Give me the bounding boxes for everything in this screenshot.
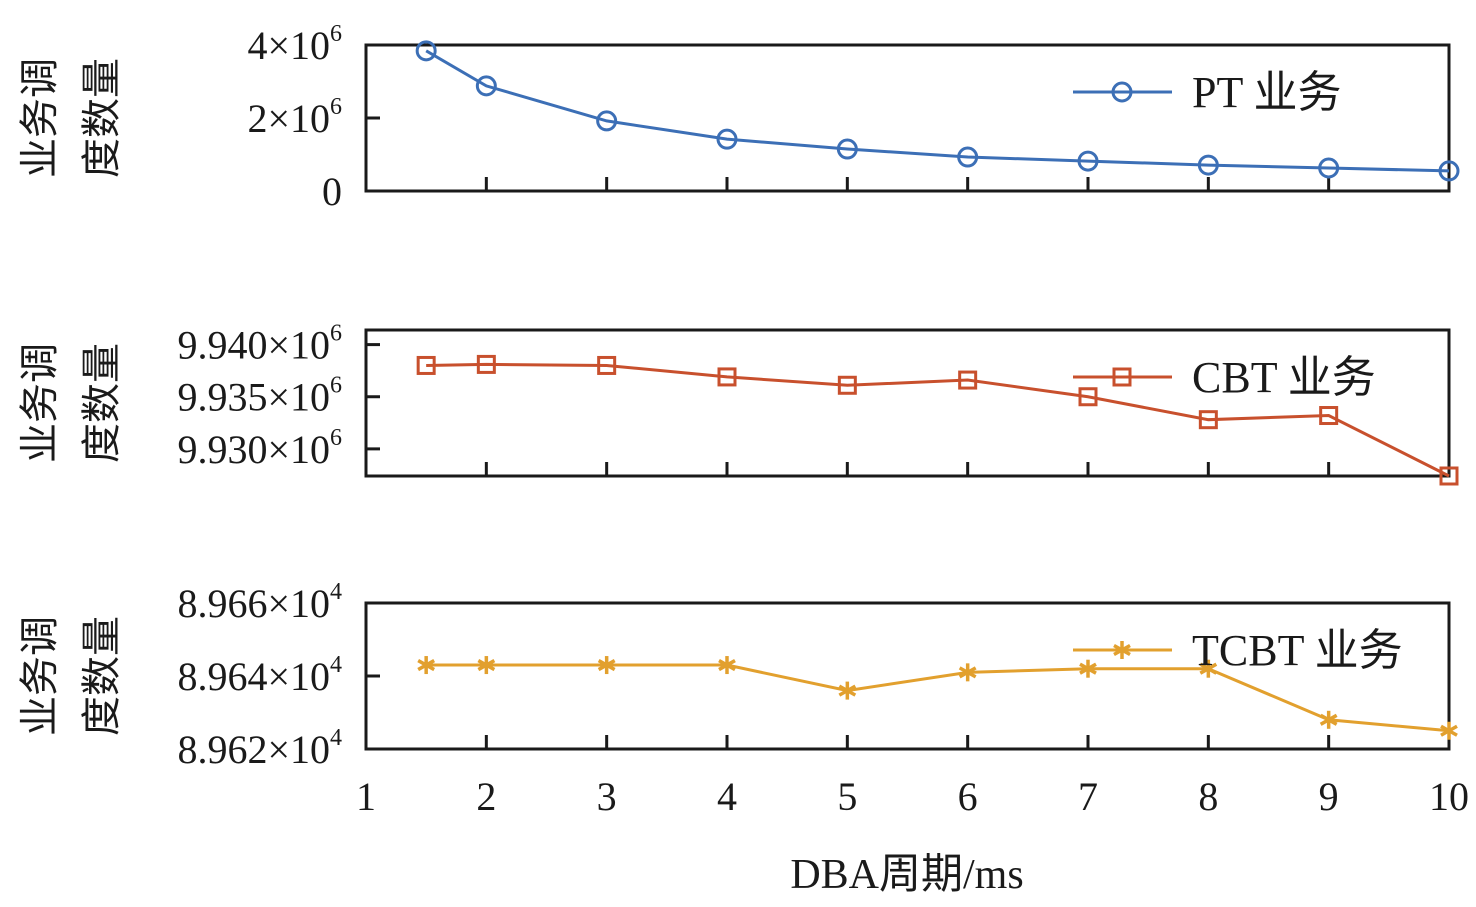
data-point-circle [1197,154,1219,176]
legend: CBT 业务 [1073,353,1376,402]
y-tick-label: 8.964×104 [177,652,342,699]
y-axis-label: 业务调 [17,58,63,178]
x-tick-label: 3 [597,774,617,819]
y-tick-label: 0 [322,169,342,214]
x-tick-label: 9 [1319,774,1339,819]
y-axis-label: 业务调 [17,343,63,463]
x-tick-label: 1 [356,774,376,819]
y-tick-label: 9.940×106 [177,321,342,368]
x-tick-label: 7 [1078,774,1098,819]
data-point-circle [1077,150,1099,172]
data-point-asterisk [1079,659,1097,678]
data-point-square [1078,387,1098,407]
data-point-circle [716,128,738,150]
plot-frame [364,601,1451,751]
data-point-circle [475,75,497,97]
legend-label: CBT 业务 [1192,353,1376,402]
x-axis-title: DBA周期/ms [790,852,1023,898]
y-tick-label: 9.935×106 [177,373,342,420]
x-tick-label: 6 [958,774,978,819]
data-point-square [1439,466,1459,486]
legend-label: PT 业务 [1192,68,1342,117]
panel-pt: 0 2×106 4×106 业务调 度数量 PT 业务 [17,21,1460,214]
y-tick-label: 8.966×104 [177,579,342,626]
data-point-asterisk [1319,710,1338,729]
y-tick-label: 2×106 [247,94,342,141]
data-point-square [1112,367,1132,387]
legend-label: TCBT 业务 [1192,626,1403,675]
data-point-square [717,367,737,387]
data-point-asterisk [477,656,496,675]
legend: TCBT 业务 [1073,626,1403,675]
y-axis-label: 业务调 [17,616,63,736]
data-point-asterisk [597,656,616,675]
data-point-square [958,370,978,390]
data-point-square [837,375,857,395]
data-point-asterisk [838,681,857,700]
data-point-asterisk [1440,721,1458,740]
data-point-asterisk [417,656,436,675]
data-point-square [416,355,436,375]
y-axis-label: 度数量 [79,343,125,463]
y-tick-label: 8.962×104 [177,725,342,772]
x-tick-label: 4 [717,774,737,819]
y-axis-label: 度数量 [79,616,125,736]
data-point-circle [1438,160,1460,182]
data-point-asterisk [1113,641,1131,659]
legend: PT 业务 [1073,68,1342,117]
data-point-circle [596,110,618,132]
data-point-asterisk [718,656,736,675]
data-point-circle [1111,81,1133,103]
x-tick-label: 8 [1198,774,1218,819]
y-axis-label: 度数量 [79,58,125,178]
series-line [425,49,1450,173]
plot-frame [364,328,1451,478]
y-tick-label: 4×106 [247,21,342,68]
data-point-circle [415,40,437,62]
data-point-asterisk [1199,659,1218,678]
data-point-circle [836,138,858,160]
data-point-square [476,354,496,374]
data-point-square [1319,406,1339,426]
data-point-circle [1318,157,1340,179]
series-line [426,663,1450,733]
x-tick-label: 10 [1429,774,1469,819]
data-point-asterisk [958,663,977,682]
panel-tcbt: 8.962×104 8.964×104 8.966×104 业务调 度数量 TCBT 业务 [17,579,1458,772]
data-point-circle [957,146,979,168]
y-tick-label: 9.930×106 [177,425,342,472]
data-point-square [597,355,617,375]
x-tick-label: 5 [837,774,857,819]
data-point-square [1198,410,1218,430]
x-tick-label: 2 [476,774,496,819]
series-line [426,362,1450,478]
plot-frame [364,43,1451,193]
panel-cbt: 9.930×106 9.935×106 9.940×106 业务调 度数量 CBT 业务 [17,321,1459,486]
